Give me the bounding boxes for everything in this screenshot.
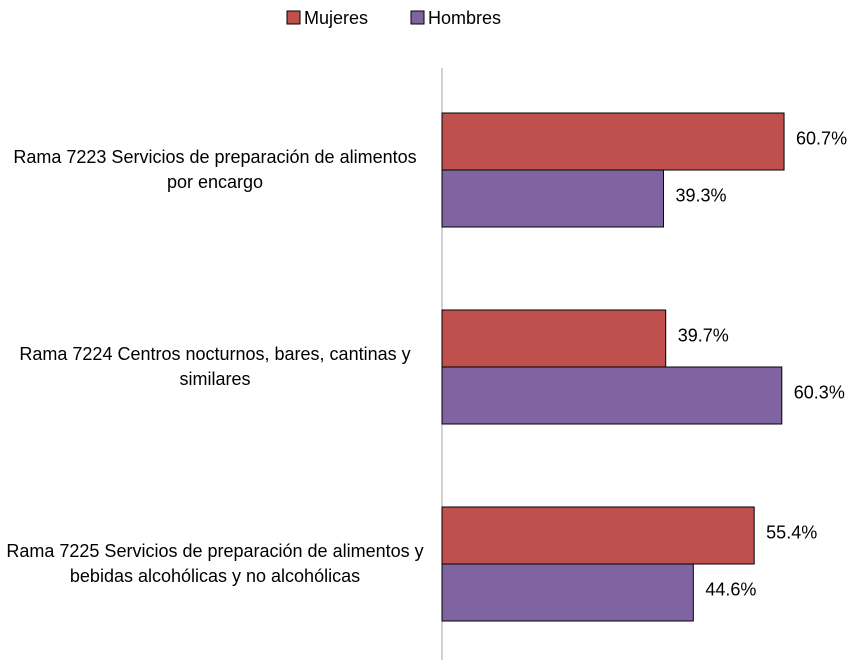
- data-label: 44.6%: [705, 579, 756, 599]
- category-label: Rama 7224 Centros nocturnos, bares, cant…: [19, 344, 411, 389]
- data-label: 60.3%: [794, 382, 845, 402]
- legend-label: Mujeres: [304, 8, 368, 28]
- category-label: Rama 7225 Servicios de preparación de al…: [6, 541, 424, 586]
- bar: [441, 506, 755, 565]
- bar: [441, 366, 783, 425]
- legend-swatch: [286, 10, 301, 25]
- legend-swatch: [410, 10, 425, 25]
- bar: [441, 563, 694, 622]
- data-label: 39.3%: [675, 185, 726, 205]
- legend-label: Hombres: [428, 8, 501, 28]
- bar: [441, 169, 664, 228]
- data-label: 60.7%: [796, 128, 847, 148]
- data-label: 39.7%: [678, 325, 729, 345]
- bar: [441, 309, 667, 368]
- category-label: Rama 7223 Servicios de preparación de al…: [13, 147, 417, 192]
- bar: [441, 112, 785, 171]
- data-label: 55.4%: [766, 522, 817, 542]
